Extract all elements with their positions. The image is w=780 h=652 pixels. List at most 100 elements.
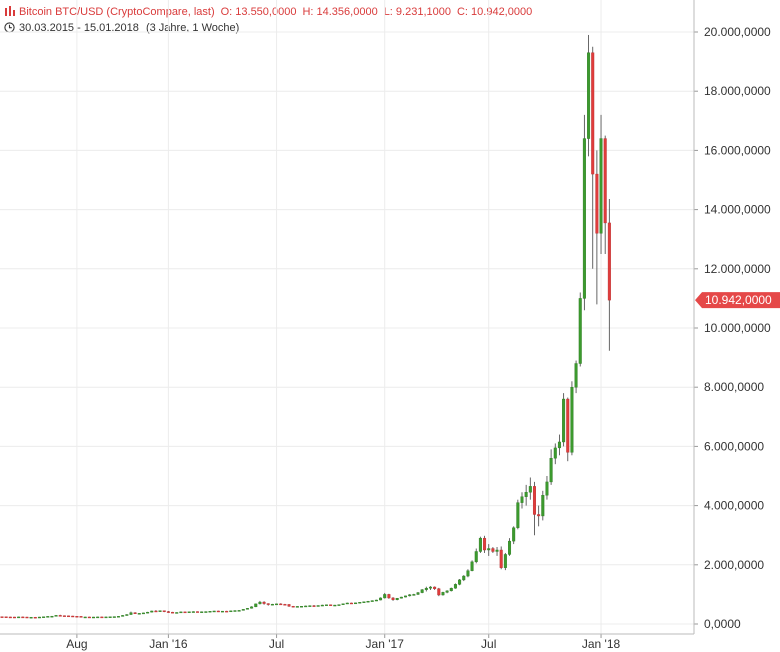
candle-body[interactable] xyxy=(233,610,237,612)
candle-body[interactable] xyxy=(46,616,50,618)
candle-body[interactable] xyxy=(25,616,29,619)
candle-body[interactable] xyxy=(50,615,54,618)
candle-body[interactable] xyxy=(125,614,129,616)
candle-body[interactable] xyxy=(532,486,536,515)
candle-body[interactable] xyxy=(458,579,462,585)
candle-body[interactable] xyxy=(200,611,204,613)
candle-body[interactable] xyxy=(453,584,457,589)
candle-body[interactable] xyxy=(295,606,299,608)
candle-body[interactable] xyxy=(358,602,362,604)
candle-body[interactable] xyxy=(574,363,578,388)
candle-body[interactable] xyxy=(300,606,304,608)
candle-body[interactable] xyxy=(354,602,358,605)
candle-body[interactable] xyxy=(445,590,449,593)
candle-body[interactable] xyxy=(333,604,337,607)
candle-body[interactable] xyxy=(387,594,391,599)
candle-body[interactable] xyxy=(370,600,374,602)
candle-body[interactable] xyxy=(37,616,41,619)
candle-body[interactable] xyxy=(154,610,158,613)
candle-body[interactable] xyxy=(428,586,432,589)
candle-body[interactable] xyxy=(462,575,466,581)
candle-body[interactable] xyxy=(449,587,453,592)
candle-body[interactable] xyxy=(499,549,503,568)
candle-body[interactable] xyxy=(599,138,603,234)
candle-body[interactable] xyxy=(100,616,104,619)
candle-body[interactable] xyxy=(254,603,258,608)
candle-body[interactable] xyxy=(607,222,611,301)
candle-body[interactable] xyxy=(237,610,241,612)
candle-body[interactable] xyxy=(175,612,179,614)
candle-body[interactable] xyxy=(304,605,308,608)
candle-body[interactable] xyxy=(487,548,491,551)
candle-body[interactable] xyxy=(312,605,316,607)
candle-body[interactable] xyxy=(166,611,170,613)
candle-body[interactable] xyxy=(553,447,557,459)
candle-body[interactable] xyxy=(75,616,79,618)
candle-body[interactable] xyxy=(129,612,133,615)
candle-body[interactable] xyxy=(141,612,145,615)
candle-body[interactable] xyxy=(491,548,495,552)
candle-body[interactable] xyxy=(433,586,437,589)
candle-body[interactable] xyxy=(287,604,291,607)
candle-body[interactable] xyxy=(187,611,191,613)
candle-body[interactable] xyxy=(42,616,46,618)
candle-body[interactable] xyxy=(470,561,474,571)
candle-body[interactable] xyxy=(420,589,424,593)
candle-body[interactable] xyxy=(549,458,553,483)
candle-body[interactable] xyxy=(191,611,195,613)
candle-body[interactable] xyxy=(545,481,549,496)
candle-body[interactable] xyxy=(528,486,532,493)
candle-body[interactable] xyxy=(270,603,274,606)
candle-body[interactable] xyxy=(424,587,428,590)
candle-body[interactable] xyxy=(570,387,574,453)
candle-body[interactable] xyxy=(162,610,166,612)
candle-body[interactable] xyxy=(603,138,607,224)
candle-body[interactable] xyxy=(183,611,187,614)
candle-body[interactable] xyxy=(137,613,141,615)
candle-body[interactable] xyxy=(8,616,12,619)
candle-body[interactable] xyxy=(316,605,320,607)
candle-body[interactable] xyxy=(250,606,254,609)
candle-body[interactable] xyxy=(320,604,324,607)
candle-body[interactable] xyxy=(29,616,33,619)
candle-body[interactable] xyxy=(537,514,541,517)
candle-body[interactable] xyxy=(374,599,378,602)
candle-body[interactable] xyxy=(4,616,8,618)
candle-body[interactable] xyxy=(324,604,328,606)
candle-body[interactable] xyxy=(508,540,512,555)
candle-body[interactable] xyxy=(591,52,595,175)
candle-body[interactable] xyxy=(595,173,599,234)
candle-body[interactable] xyxy=(258,601,262,605)
candle-body[interactable] xyxy=(437,588,441,596)
candle-body[interactable] xyxy=(108,616,112,618)
candle-body[interactable] xyxy=(345,602,349,605)
candle-body[interactable] xyxy=(104,616,108,619)
candle-body[interactable] xyxy=(566,398,570,453)
candle-body[interactable] xyxy=(225,610,229,613)
candle-body[interactable] xyxy=(349,602,353,605)
candle-body[interactable] xyxy=(150,610,154,613)
candle-body[interactable] xyxy=(79,616,83,618)
candle-body[interactable] xyxy=(179,611,183,614)
candle-body[interactable] xyxy=(291,606,295,608)
candle-body[interactable] xyxy=(33,616,37,619)
candle-body[interactable] xyxy=(474,551,478,563)
candle-body[interactable] xyxy=(524,492,528,497)
candle-body[interactable] xyxy=(391,597,395,600)
candle-body[interactable] xyxy=(62,615,66,617)
candle-body[interactable] xyxy=(582,138,586,299)
candle-body[interactable] xyxy=(208,611,212,613)
candle-body[interactable] xyxy=(478,537,482,552)
candle-body[interactable] xyxy=(196,611,200,613)
candle-body[interactable] xyxy=(112,616,116,618)
candle-body[interactable] xyxy=(329,604,333,606)
candle-body[interactable] xyxy=(562,398,566,443)
candle-body[interactable] xyxy=(71,615,75,618)
candle-body[interactable] xyxy=(412,594,416,596)
candle-body[interactable] xyxy=(399,596,403,599)
candle-body[interactable] xyxy=(279,603,283,606)
candle-body[interactable] xyxy=(0,616,4,618)
candle-body[interactable] xyxy=(146,611,150,614)
candle-body[interactable] xyxy=(133,612,137,614)
